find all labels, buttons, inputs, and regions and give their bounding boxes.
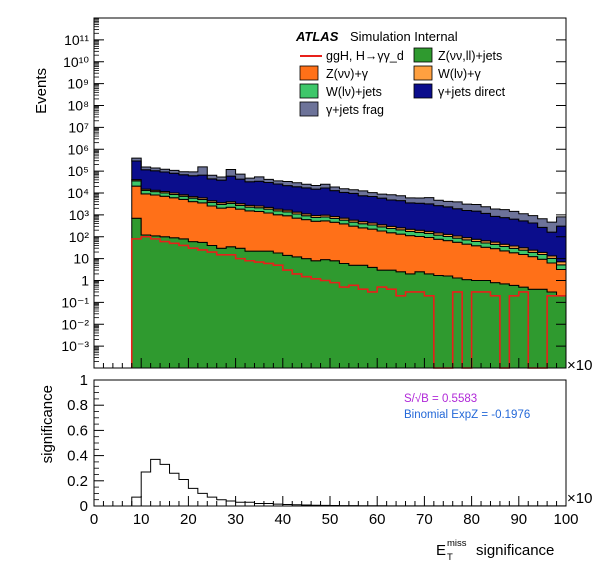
atlas-subtitle: Simulation Internal xyxy=(350,29,458,44)
s-over-sqrt-b-annotation: S/√B = 0.5583 xyxy=(404,392,477,405)
top-signal-layer xyxy=(130,235,566,369)
y-tick-label: 10⁶ xyxy=(68,141,89,157)
bottom-x-tick-label: 60 xyxy=(369,511,386,528)
legend-zvvjets-label: Z(νν,ll)+jets xyxy=(438,49,502,63)
bottom-y-tick-label: 1 xyxy=(80,372,88,389)
bottom-x-tick-label: 70 xyxy=(416,511,433,528)
legend-zvvjets-swatch xyxy=(413,47,433,63)
bottom-x-tick-label: 20 xyxy=(180,511,197,528)
y-tick-label: 10⁻¹ xyxy=(61,294,89,310)
bottom-x-tick-label: 0 xyxy=(90,511,98,528)
y-tick-label: 10⁴ xyxy=(67,185,89,201)
legend: ggH, H→γγ_d Z(νν,ll)+jets Z(νν)+γ W(lν)+… xyxy=(299,47,506,117)
signal-line xyxy=(130,235,566,369)
legend-gjets-frag-swatch xyxy=(299,101,319,117)
bottom-x-tick-label: 50 xyxy=(322,511,339,528)
y-tick-label: 10⁷ xyxy=(68,119,89,135)
atlas-label: ATLAS xyxy=(295,29,339,44)
binomial-expz-annotation: Binomial ExpZ = -0.1976 xyxy=(404,409,530,421)
bottom-x-tick-label: 10 xyxy=(133,511,150,528)
legend-wlvjets-swatch xyxy=(299,83,319,99)
y-tick-label: 10³ xyxy=(69,207,90,223)
bottom-x-tick-label: 80 xyxy=(463,511,480,528)
bottom-y-tick-label: 0.2 xyxy=(67,473,88,490)
y-tick-label: 10⁵ xyxy=(68,163,89,179)
x-axis-title-sub: T xyxy=(447,552,453,563)
y-tick-label: 10⁻³ xyxy=(61,338,89,354)
bottom-x-tick-label: 30 xyxy=(227,511,244,528)
bottom-y-axis-label: significance xyxy=(39,385,56,463)
x-axis-title-main: E xyxy=(436,542,446,559)
bottom-axes: 00.20.40.60.810 10 20 30 40 50 60 70 80 90 100 xyxy=(67,372,578,528)
bottom-x-tick-label: 40 xyxy=(274,511,291,528)
y-tick-label: 10⁹ xyxy=(67,76,89,92)
x-axis-title: E miss T significance xyxy=(436,538,554,563)
legend-zvvgamma-label: Z(νν)+γ xyxy=(326,67,369,81)
bottom-x-tick-label: 90 xyxy=(510,511,527,528)
bottom-y-tick-label: 0.6 xyxy=(67,422,88,439)
legend-zvvgamma-swatch xyxy=(299,65,319,81)
y-tick-label: 10⁻² xyxy=(61,316,89,332)
bottom-y-tick-label: 0.8 xyxy=(67,397,88,414)
bottom-y-tick-label: 0.4 xyxy=(67,448,88,465)
bottom-y-tick-label: 0 xyxy=(80,498,88,515)
x-axis-title-rest: significance xyxy=(476,542,554,559)
y-tick-label: 10⁸ xyxy=(68,98,90,114)
top-x-exponent-label: ×10 xyxy=(567,357,592,374)
y-tick-label: 1 xyxy=(81,273,89,289)
top-stack-layer xyxy=(131,157,567,369)
top-y-axis: 10⁻³ 10⁻² 10⁻¹ 1 10 10² 10³ 10⁴ 10⁵ 10⁶ 10⁷ 10⁸ 10⁹ 1… xyxy=(61,18,566,362)
y-tick-label: 10² xyxy=(69,229,90,245)
x-axis-title-sup: miss xyxy=(447,538,467,549)
legend-wlvjets-label: W(lν)+jets xyxy=(326,85,382,99)
bottom-x-tick-label: 100 xyxy=(553,511,578,528)
y-tick-label: 10 xyxy=(73,251,89,267)
bottom-x-exponent-label: ×10 xyxy=(567,490,592,507)
legend-signal-label: ggH, H→γγ_d xyxy=(326,49,404,63)
y-tick-label: 10¹¹ xyxy=(64,32,89,48)
top-x-axis-ticks xyxy=(93,358,567,368)
legend-gjets-frag-label: γ+jets frag xyxy=(326,103,384,117)
legend-wlvgamma-label: W(lν)+γ xyxy=(438,67,481,81)
top-y-axis-label: Events xyxy=(33,68,50,114)
y-tick-label: 10¹⁰ xyxy=(63,54,89,70)
legend-wlvgamma-swatch xyxy=(413,65,433,81)
legend-gjets-direct-swatch xyxy=(413,83,433,99)
legend-gjets-direct-label: γ+jets direct xyxy=(438,85,506,99)
